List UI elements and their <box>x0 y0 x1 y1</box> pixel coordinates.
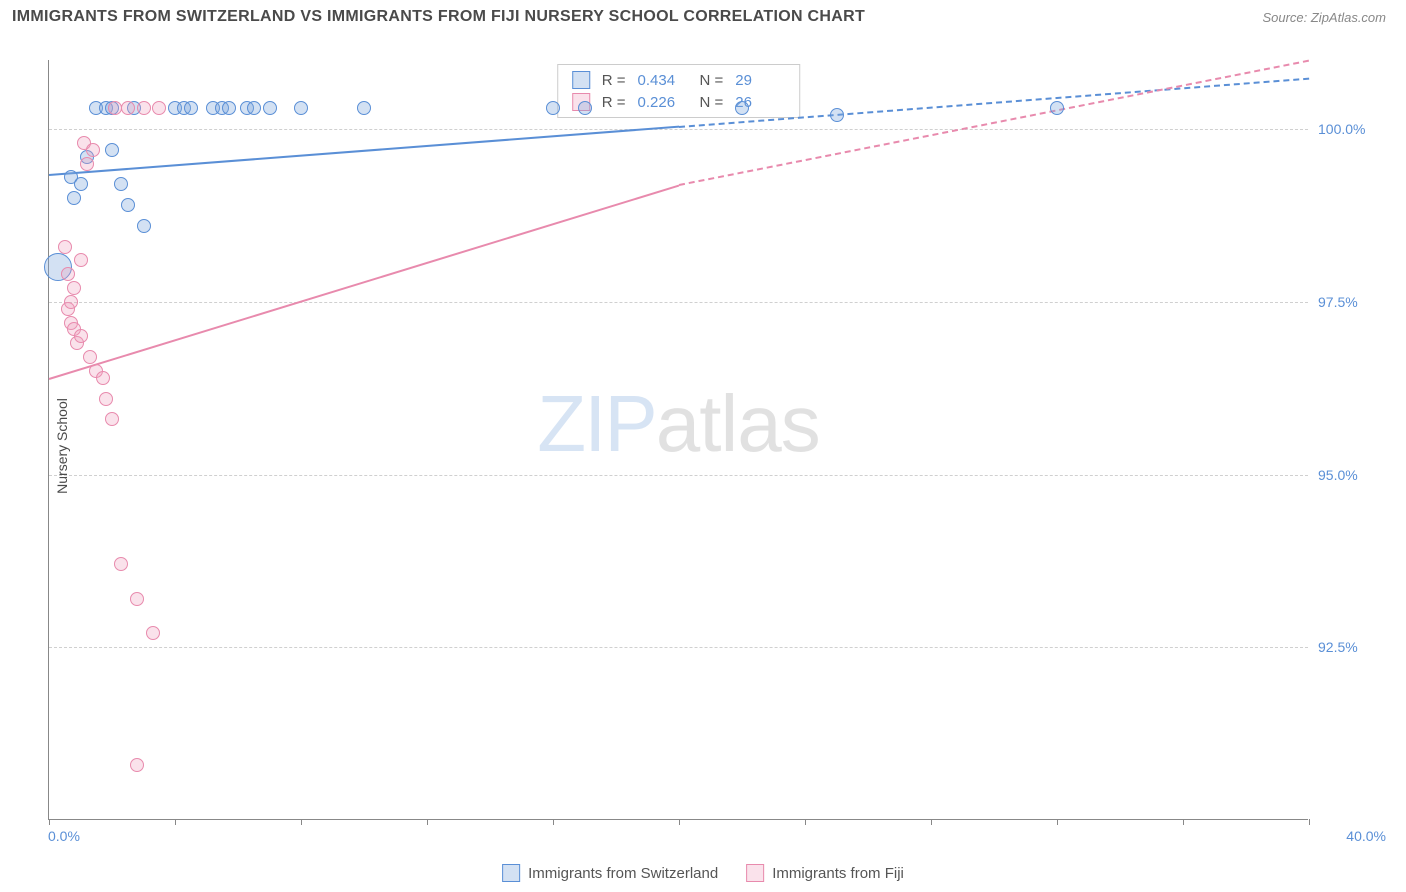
x-tick <box>931 819 932 825</box>
data-point <box>58 240 72 254</box>
data-point <box>67 281 81 295</box>
data-point <box>99 392 113 406</box>
y-tick-label: 97.5% <box>1318 294 1398 310</box>
data-point <box>61 267 75 281</box>
data-point <box>74 253 88 267</box>
data-point <box>96 371 110 385</box>
x-tick <box>1057 819 1058 825</box>
data-point <box>67 191 81 205</box>
data-point <box>64 295 78 309</box>
stats-row-fiji: R = 0.226 N = 26 <box>572 91 786 113</box>
x-tick <box>553 819 554 825</box>
data-point <box>247 101 261 115</box>
data-point <box>114 177 128 191</box>
data-point <box>74 329 88 343</box>
legend-item-switzerland: Immigrants from Switzerland <box>502 864 718 882</box>
x-tick <box>49 819 50 825</box>
data-point <box>137 219 151 233</box>
x-tick <box>1183 819 1184 825</box>
data-point <box>146 626 160 640</box>
data-point <box>105 143 119 157</box>
x-tick <box>301 819 302 825</box>
stats-row-switzerland: R = 0.434 N = 29 <box>572 69 786 91</box>
watermark: ZIPatlas <box>537 378 819 470</box>
y-tick-label: 92.5% <box>1318 639 1398 655</box>
trend-line <box>49 126 679 176</box>
source-attribution: Source: ZipAtlas.com <box>1262 10 1386 25</box>
data-point <box>130 592 144 606</box>
data-point <box>263 101 277 115</box>
data-point <box>74 177 88 191</box>
data-point <box>294 101 308 115</box>
data-point <box>357 101 371 115</box>
data-point <box>130 758 144 772</box>
data-point <box>578 101 592 115</box>
x-tick <box>1309 819 1310 825</box>
gridline <box>49 129 1308 130</box>
gridline <box>49 647 1308 648</box>
chart-title: IMMIGRANTS FROM SWITZERLAND VS IMMIGRANT… <box>12 8 865 26</box>
data-point <box>114 557 128 571</box>
data-point <box>546 101 560 115</box>
data-point <box>152 101 166 115</box>
data-point <box>83 350 97 364</box>
gridline <box>49 302 1308 303</box>
y-tick-label: 95.0% <box>1318 467 1398 483</box>
data-point <box>830 108 844 122</box>
data-point <box>735 101 749 115</box>
trend-line <box>49 184 680 379</box>
x-tick <box>805 819 806 825</box>
x-axis-end-label: 40.0% <box>1346 828 1386 844</box>
data-point <box>137 101 151 115</box>
chart-legend: Immigrants from Switzerland Immigrants f… <box>502 864 904 882</box>
swatch-icon <box>502 864 520 882</box>
data-point <box>86 143 100 157</box>
data-point <box>184 101 198 115</box>
data-point <box>121 101 135 115</box>
chart-plot-area: ZIPatlas R = 0.434 N = 29 R = 0.226 N = … <box>48 60 1308 820</box>
data-point <box>222 101 236 115</box>
y-tick-label: 100.0% <box>1318 121 1398 137</box>
gridline <box>49 475 1308 476</box>
x-axis-start-label: 0.0% <box>48 828 80 844</box>
legend-item-fiji: Immigrants from Fiji <box>746 864 904 882</box>
swatch-icon <box>746 864 764 882</box>
data-point <box>1050 101 1064 115</box>
x-tick <box>175 819 176 825</box>
data-point <box>105 412 119 426</box>
x-tick <box>679 819 680 825</box>
source-link[interactable]: ZipAtlas.com <box>1311 10 1386 25</box>
swatch-icon <box>572 71 590 89</box>
data-point <box>121 198 135 212</box>
correlation-stats-box: R = 0.434 N = 29 R = 0.226 N = 26 <box>557 64 801 118</box>
data-point <box>80 157 94 171</box>
x-tick <box>427 819 428 825</box>
